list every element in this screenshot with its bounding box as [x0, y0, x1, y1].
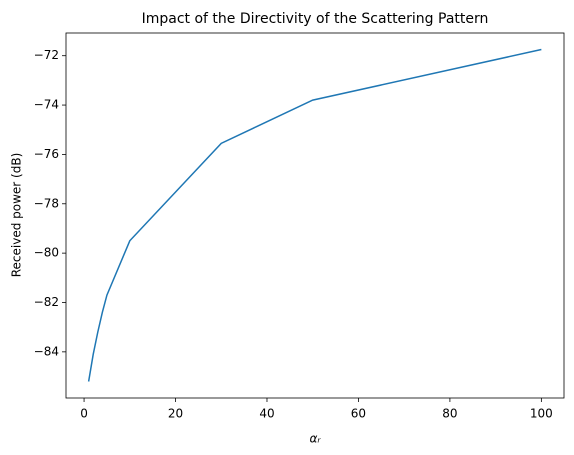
y-tick-label: −76 — [34, 147, 59, 161]
y-tick-label: −82 — [34, 295, 59, 309]
x-tick-label: 80 — [442, 407, 457, 421]
line-series — [87, 48, 542, 382]
x-tick-label: 40 — [259, 407, 274, 421]
x-tick-label: 100 — [530, 407, 553, 421]
chart-title: Impact of the Directivity of the Scatter… — [142, 11, 489, 27]
plot-frame — [65, 32, 565, 399]
y-tick-label: −78 — [34, 196, 59, 210]
x-axis-label: αᵣ — [309, 432, 321, 446]
x-tick-label: 20 — [168, 407, 183, 421]
y-axis-label: Received power (dB) — [10, 153, 24, 278]
y-tick-label: −84 — [34, 344, 59, 358]
x-tick-label: 60 — [351, 407, 366, 421]
y-tick-label: −80 — [34, 246, 59, 260]
y-tick-label: −72 — [34, 48, 59, 62]
y-tick-label: −74 — [34, 98, 59, 112]
x-tick-label: 0 — [80, 407, 88, 421]
